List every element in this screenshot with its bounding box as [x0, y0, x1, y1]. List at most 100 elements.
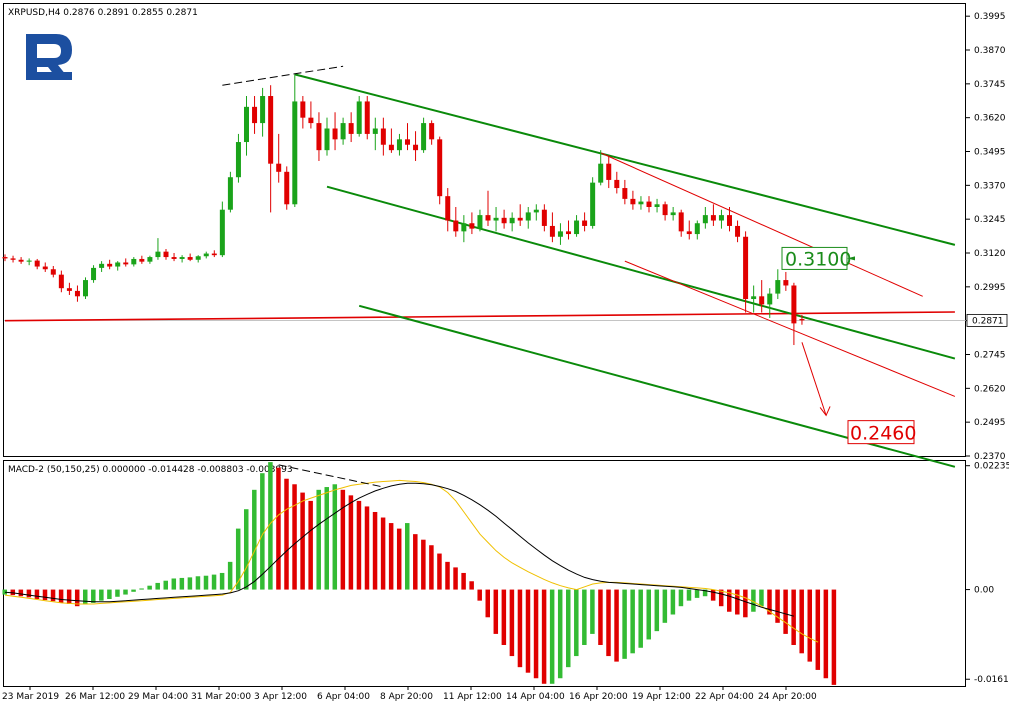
macd-bar [276, 467, 281, 590]
macd-bar [91, 589, 96, 603]
time-tick-label: 14 Apr 04:00 [506, 692, 565, 702]
macd-bar [501, 589, 507, 645]
candle-body [219, 209, 225, 256]
candle-body [380, 128, 386, 145]
candle-body [654, 204, 660, 207]
candle-body [244, 106, 249, 143]
forecast-arrow-head [819, 406, 831, 417]
candle-body [252, 106, 258, 124]
candle-body [453, 220, 459, 232]
candle-body [614, 179, 620, 189]
macd-bar [445, 561, 450, 590]
candle-body [2, 257, 8, 259]
candle-body [501, 217, 507, 224]
candle-body [718, 215, 724, 221]
macd-bar [179, 577, 185, 590]
price-tick-label: 0.3120 [974, 249, 1006, 259]
candle-body [767, 293, 773, 305]
macd-bar [735, 589, 740, 615]
candle-body [155, 251, 161, 258]
macd-bar [115, 589, 120, 597]
logo-bar [26, 72, 72, 80]
candle-body [50, 269, 56, 275]
candle-body [211, 253, 217, 256]
macd-tick-label: -0.01618 [974, 675, 1009, 685]
candle-body [292, 101, 298, 205]
candle-body [574, 220, 580, 235]
logo [26, 34, 72, 80]
target-label-lower: 0.2460 [850, 423, 916, 445]
candle-body [437, 139, 443, 197]
macd-bar [533, 589, 539, 679]
time-tick-label: 26 Mar 12:00 [65, 692, 125, 702]
candle-body [268, 96, 274, 164]
candle-body [678, 212, 684, 232]
candle-body [308, 117, 314, 124]
macd-bar [702, 589, 708, 597]
candle-body [83, 280, 88, 297]
price-tick-label: 0.3620 [974, 114, 1006, 124]
macd-bar [525, 589, 531, 673]
macd-bar [549, 589, 555, 684]
candle-body [171, 257, 177, 259]
candle-body [694, 223, 700, 235]
macd-bar [614, 589, 619, 662]
red-trend-lower [624, 260, 956, 397]
macd-bar [831, 589, 837, 685]
candle-body [18, 259, 24, 262]
target-label-upper: 0.3100 [785, 248, 851, 270]
candles [2, 74, 805, 346]
candle-body [195, 256, 201, 260]
macd-bar [42, 589, 48, 601]
candle-body [469, 223, 475, 229]
price-chart-title: XRPUSD,H4 0.2876 0.2891 0.2855 0.2871 [8, 8, 198, 18]
candle-body [509, 217, 515, 224]
macd-bar [219, 572, 225, 590]
macd-bar [171, 578, 177, 590]
candle-body [775, 280, 781, 294]
macd-bar [66, 589, 72, 604]
macd-bar [356, 500, 362, 590]
macd-bar [244, 509, 249, 590]
macd-axis: 0.022352 0.00 -0.01618 [966, 462, 1009, 685]
candle-body [590, 182, 596, 226]
price-tick-label: 0.2620 [974, 384, 1006, 394]
macd-bar [807, 589, 812, 662]
candle-body [735, 225, 741, 237]
macd-bar [630, 589, 635, 654]
price-tick-label: 0.2495 [974, 418, 1006, 428]
macd-bar [743, 589, 748, 618]
price-tick-label: 0.3370 [974, 181, 1006, 191]
candle-body [799, 319, 805, 321]
macd-bar [694, 589, 700, 598]
macd-bar [211, 574, 217, 590]
time-tick-label: 16 Apr 20:00 [569, 692, 628, 702]
macd-bar [83, 589, 88, 605]
candle-body [348, 123, 354, 134]
price-tick-label: 0.2995 [974, 283, 1006, 293]
macd-bar [2, 589, 7, 595]
macd-bar [123, 589, 128, 595]
macd-signal-line [4, 479, 819, 643]
candle-body [727, 215, 732, 226]
macd-bar [260, 473, 265, 590]
candle-body [549, 225, 555, 237]
macd-lines [4, 464, 819, 643]
candle-body [187, 257, 193, 260]
macd-bar [316, 489, 321, 590]
candle-body [582, 220, 588, 226]
logo-mark [26, 34, 72, 80]
candle-body [638, 201, 644, 205]
macd-bar [461, 572, 466, 590]
time-tick-label: 22 Apr 04:00 [695, 692, 754, 702]
candle-body [260, 96, 266, 124]
candle-body [276, 163, 282, 172]
red-trend-upper [600, 152, 923, 297]
macd-bar [453, 567, 458, 590]
macd-bar [477, 589, 482, 601]
candle-body [405, 139, 410, 145]
macd-bar [421, 539, 426, 590]
candle-body [477, 215, 483, 229]
macd-bar [372, 511, 378, 590]
price-tick-label: 0.2370 [974, 452, 1006, 462]
